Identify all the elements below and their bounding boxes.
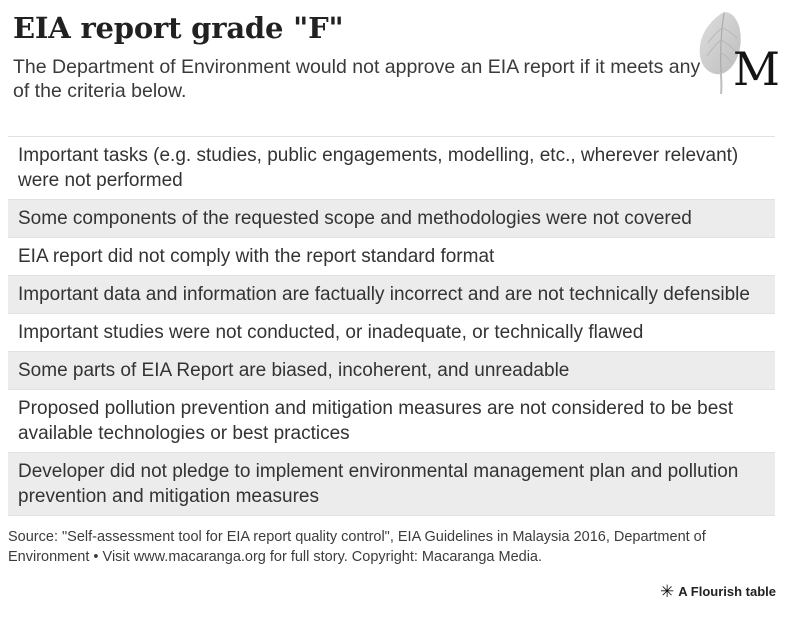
page-title: EIA report grade "F" xyxy=(13,11,344,45)
flourish-credit-label: A Flourish table xyxy=(678,584,776,599)
table-row: EIA report did not comply with the repor… xyxy=(8,237,775,275)
table-row: Important studies were not conducted, or… xyxy=(8,313,775,351)
table-row: Important tasks (e.g. studies, public en… xyxy=(8,136,775,199)
table-row: Proposed pollution prevention and mitiga… xyxy=(8,389,775,452)
table-row: Some parts of EIA Report are biased, inc… xyxy=(8,351,775,389)
macaranga-logo: M xyxy=(690,8,782,96)
header: EIA report grade "F" The Department of E… xyxy=(0,0,800,103)
criteria-table: Important tasks (e.g. studies, public en… xyxy=(8,136,775,516)
table-row: Important data and information are factu… xyxy=(8,275,775,313)
macaranga-m-letter: M xyxy=(732,42,780,96)
flourish-logo-icon: ✳ xyxy=(660,582,675,601)
source-note: Source: "Self-assessment tool for EIA re… xyxy=(8,529,706,565)
flourish-credit-link[interactable]: ✳ A Flourish table xyxy=(660,583,776,600)
page-subtitle: The Department of Environment would not … xyxy=(13,56,701,102)
table-row: Some components of the requested scope a… xyxy=(8,199,775,237)
table-row: Developer did not pledge to implement en… xyxy=(8,452,775,515)
